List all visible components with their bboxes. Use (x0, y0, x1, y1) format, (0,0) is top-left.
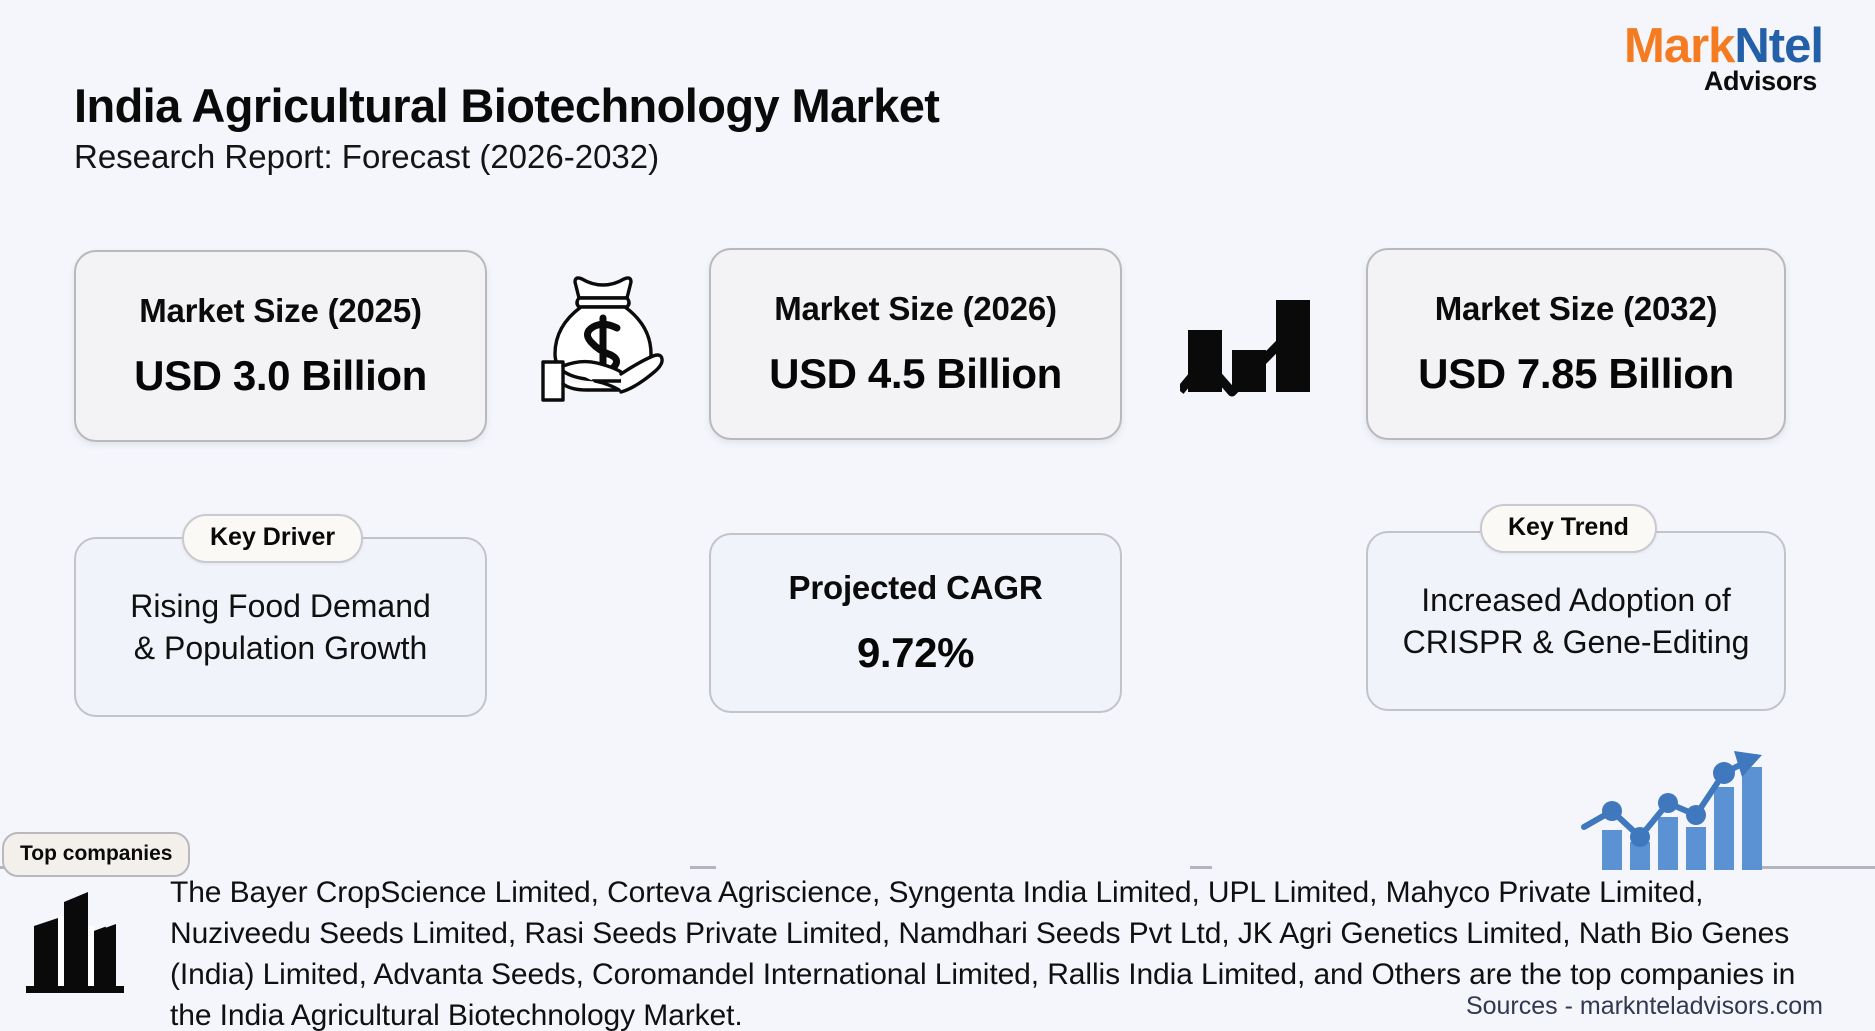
key-driver-card: Rising Food Demand & Population Growth (74, 537, 487, 717)
sources-label: Sources - marknteladvisors.com (1465, 992, 1823, 1020)
page-header: India Agricultural Biotechnology Market … (0, 0, 1875, 185)
projected-cagr-card: Projected CAGR 9.72% (709, 533, 1122, 713)
market-size-2026-card: Market Size (2026) USD 4.5 Billion (709, 248, 1122, 440)
key-driver-badge: Key Driver (182, 514, 364, 563)
projected-cagr-value: 9.72% (856, 629, 975, 676)
office-buildings-icon (20, 888, 130, 996)
key-driver-line1: Rising Food Demand (130, 587, 431, 624)
market-size-2032-card: Market Size (2032) USD 7.85 Billion (1366, 248, 1786, 440)
market-size-2026-label: Market Size (2026) (774, 290, 1057, 327)
page-subtitle: Research Report: Forecast (2026-2032) (74, 138, 660, 175)
money-bag-in-hand-icon (535, 262, 670, 402)
market-size-2026-value: USD 4.5 Billion (769, 350, 1062, 397)
key-trend-line2: CRISPR & Gene-Editing (1402, 624, 1750, 660)
key-trend-line1: Increased Adoption of (1421, 581, 1731, 618)
divider-gap-left (150, 864, 690, 871)
page-title: India Agricultural Biotechnology Market (74, 79, 940, 132)
key-trend-card: Increased Adoption of CRISPR & Gene-Edit… (1366, 531, 1786, 711)
bottom-divider (0, 864, 1875, 871)
bar-chart-growth-arrow-icon (1176, 288, 1320, 398)
logo-advisors-text: Advisors (1703, 66, 1817, 96)
top-companies-badge: Top companies (2, 832, 191, 877)
divider-gap-right (1212, 864, 1757, 871)
divider-gap-center (716, 864, 1190, 871)
market-size-2025-value: USD 3.0 Billion (134, 352, 427, 399)
market-size-2025-card: Market Size (2025) USD 3.0 Billion (74, 250, 487, 442)
logo-wordmark: MarkNtel (1624, 19, 1824, 73)
blue-bar-line-chart-icon (1580, 745, 1772, 870)
key-driver-line2: & Population Growth (133, 630, 428, 666)
top-companies-text: The Bayer CropScience Limited, Corteva A… (170, 876, 1796, 1031)
logo-mark-text: Mark (1624, 19, 1735, 73)
brand-logo: MarkNtel Advisors (1624, 19, 1824, 96)
market-size-2025-label: Market Size (2025) (139, 292, 422, 329)
logo-ntel-text: Ntel (1734, 19, 1824, 73)
market-size-2032-label: Market Size (2032) (1434, 290, 1718, 327)
market-size-2032-value: USD 7.85 Billion (1418, 350, 1734, 397)
projected-cagr-label: Projected CAGR (788, 569, 1043, 606)
key-trend-badge: Key Trend (1480, 504, 1657, 553)
